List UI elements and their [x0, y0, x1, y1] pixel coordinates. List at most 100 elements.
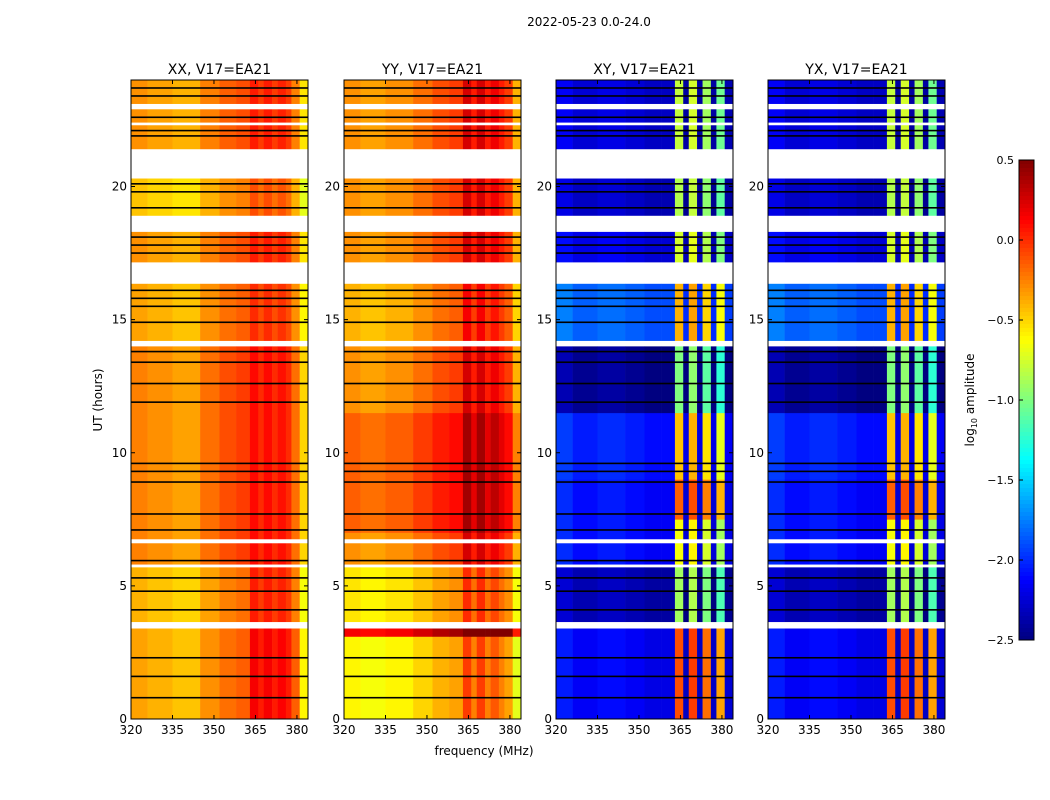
heatmap-cell	[922, 283, 929, 342]
heatmap-cell	[909, 346, 915, 414]
y-tick-label: 15	[749, 313, 764, 327]
colorbar-segment	[1019, 356, 1034, 361]
colorbar-segment	[1019, 428, 1034, 433]
heatmap-cell	[272, 80, 278, 150]
flagged-line	[768, 116, 945, 119]
heatmap-cell	[432, 628, 450, 637]
colorbar-segment	[1019, 440, 1034, 445]
heatmap-cell	[277, 231, 287, 263]
flagged-line	[556, 207, 733, 209]
heatmap-cell	[258, 231, 265, 263]
colorbar-segment	[1019, 236, 1034, 241]
heatmap-cell	[702, 178, 712, 217]
heatmap-cell	[462, 283, 472, 342]
heatmap-cell	[856, 479, 874, 520]
heatmap-cell	[688, 283, 698, 342]
heatmap-cell	[360, 628, 386, 637]
y-tick-label: 0	[119, 712, 127, 726]
heatmap-cell	[172, 628, 201, 720]
colorbar-segment	[1019, 568, 1034, 573]
heatmap-cell	[900, 283, 910, 342]
heatmap-cell	[914, 178, 924, 217]
heatmap-cell	[449, 636, 464, 720]
y-tick-label: 20	[749, 180, 764, 194]
colorbar-segment	[1019, 404, 1034, 409]
heatmap-cell	[683, 412, 690, 480]
colorbar-segment	[1019, 312, 1034, 317]
flagged-line	[344, 95, 521, 97]
heatmap-cell	[674, 283, 684, 342]
heatmap-cell	[928, 412, 938, 480]
colorbar-segment	[1019, 524, 1034, 529]
heatmap-cell	[556, 567, 573, 623]
heatmap-cell	[716, 479, 726, 520]
y-tick-label: 10	[749, 446, 764, 460]
heatmap-cell	[498, 532, 505, 565]
heatmap-cell	[263, 283, 273, 342]
heatmap-cell	[873, 231, 888, 263]
heatmap-cell	[644, 178, 662, 217]
x-tick-label: 320	[120, 723, 143, 737]
colorbar-segment	[1019, 452, 1034, 457]
y-tick-label: 0	[544, 712, 552, 726]
flagged-line	[131, 87, 308, 89]
colorbar-segment	[1019, 620, 1034, 625]
heatmap-cell	[683, 567, 690, 623]
data-gap	[344, 103, 521, 110]
colorbar-segment	[1019, 628, 1034, 633]
flagged-line	[131, 297, 308, 300]
flagged-line	[556, 135, 733, 137]
heatmap-cell	[724, 567, 734, 623]
heatmap-cell	[498, 567, 505, 623]
heatmap-cell	[258, 178, 265, 217]
colorbar-segment	[1019, 592, 1034, 597]
heatmap-cell	[249, 178, 259, 217]
heatmap-cell	[462, 346, 472, 414]
flagged-line	[344, 183, 521, 185]
flagged-line	[768, 135, 945, 137]
heatmap-cell	[219, 628, 237, 720]
flagged-line	[768, 244, 945, 246]
flagged-line	[344, 135, 521, 137]
flagged-line	[344, 696, 521, 699]
colorbar-segment	[1019, 360, 1034, 365]
heatmap-cell	[285, 346, 292, 565]
heatmap-cell	[249, 628, 259, 720]
heatmap-cell	[462, 231, 472, 263]
heatmap-cell	[886, 567, 896, 623]
data-gap	[768, 103, 945, 110]
x-tick-label: 365	[881, 723, 904, 737]
heatmap-cell	[886, 628, 896, 720]
flagged-line	[344, 529, 521, 531]
heatmap-cell	[724, 412, 734, 480]
x-tick-label: 380	[498, 723, 521, 737]
heatmap-cell	[490, 567, 500, 623]
flagged-line	[344, 129, 521, 132]
heatmap-cell	[625, 479, 645, 520]
heatmap-cell	[504, 636, 514, 720]
panel-xx: XX, V17=EA21 320 335 350 365 380 0 5 10 15 20	[112, 62, 309, 737]
colorbar-segment	[1019, 308, 1034, 313]
heatmap-cell	[625, 178, 645, 217]
data-gap	[131, 215, 308, 232]
colorbar-segment	[1019, 248, 1034, 253]
heatmap-cell	[784, 567, 810, 623]
heatmap-cell	[674, 80, 684, 150]
heatmap-cell	[413, 346, 433, 414]
flagged-line	[768, 321, 945, 324]
colorbar-segment	[1019, 300, 1034, 305]
heatmap-cell	[895, 628, 902, 720]
heatmap-cell	[449, 567, 464, 623]
heatmap-cell	[936, 628, 946, 720]
data-gap	[556, 539, 733, 544]
flagged-line	[768, 675, 945, 678]
heatmap-cell	[572, 346, 598, 414]
heatmap-cell	[249, 567, 259, 623]
flagged-line	[131, 656, 308, 659]
heatmap-cell	[277, 283, 287, 342]
heatmap-cell	[661, 346, 676, 414]
heatmap-cell	[498, 178, 505, 217]
colorbar-segment	[1019, 540, 1034, 545]
heatmap-cell	[768, 567, 785, 623]
heatmap-cell	[936, 80, 946, 150]
